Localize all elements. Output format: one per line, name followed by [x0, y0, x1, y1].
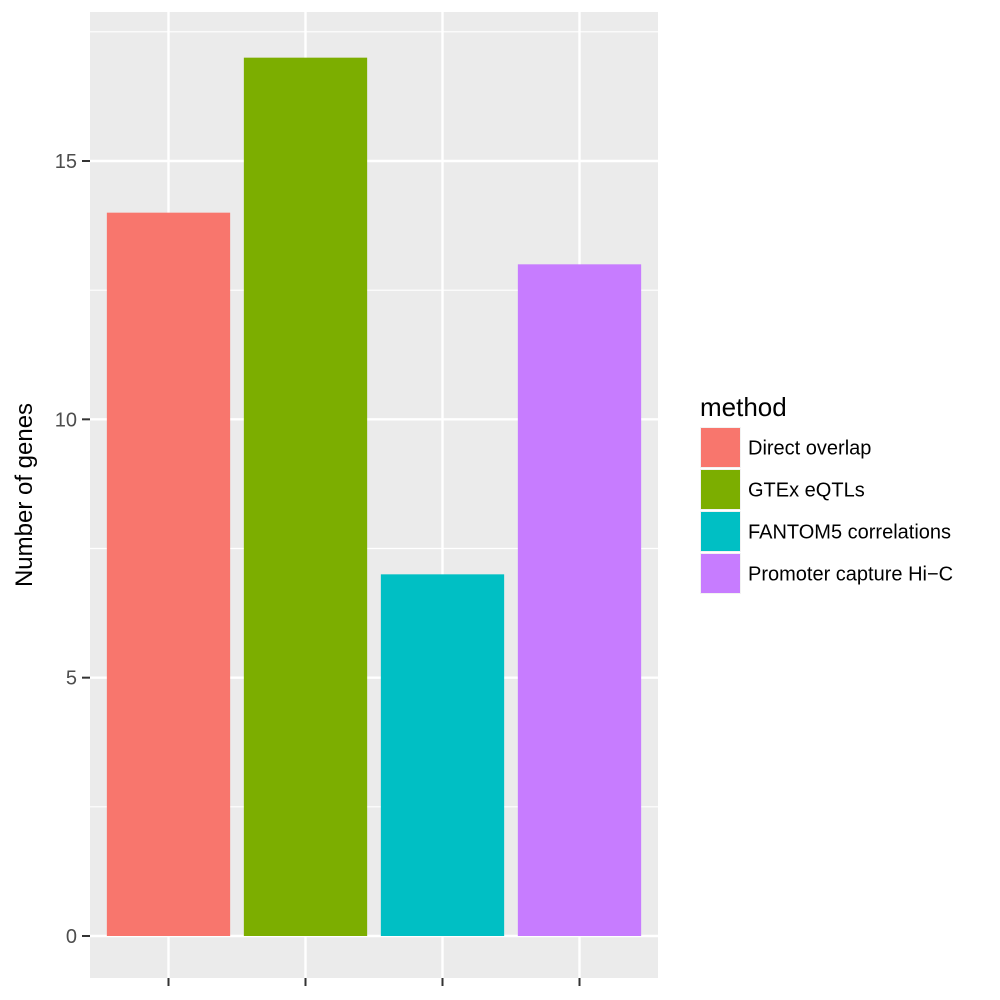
bar: [380, 574, 505, 936]
legend-title: method: [700, 392, 787, 422]
legend-swatch: [701, 428, 740, 467]
legend: method Direct overlap GTEx eQTLs FANTOM5 c…: [700, 392, 953, 594]
y-axis: 0 5 10 15: [55, 151, 90, 948]
y-axis-title: Number of genes: [11, 403, 38, 587]
bars: [106, 57, 642, 936]
y-tick-label: 10: [55, 409, 77, 431]
legend-swatch: [701, 554, 740, 593]
legend-label: Direct overlap: [748, 438, 871, 460]
x-axis: [167, 978, 581, 986]
bar: [243, 57, 368, 936]
legend-swatch: [701, 512, 740, 551]
y-tick-label: 0: [66, 926, 77, 948]
legend-label: Promoter capture Hi−C: [748, 564, 953, 586]
legend-label: FANTOM5 correlations: [748, 522, 951, 544]
legend-swatch: [701, 470, 740, 509]
y-tick-label: 15: [55, 151, 77, 173]
bar: [517, 264, 642, 936]
bar: [106, 212, 231, 936]
y-tick-label: 5: [66, 668, 77, 690]
legend-entries: Direct overlap GTEx eQTLs FANTOM5 correlat…: [700, 427, 953, 594]
legend-label: GTEx eQTLs: [748, 480, 865, 502]
